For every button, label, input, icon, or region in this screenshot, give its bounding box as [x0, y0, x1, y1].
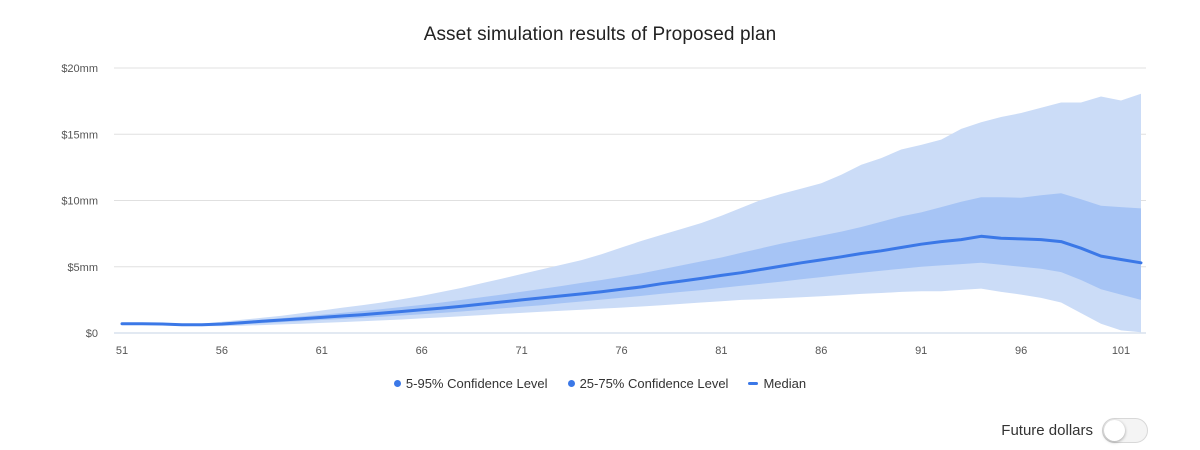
y-tick-label: $10mm — [61, 196, 98, 208]
future-dollars-toggle[interactable] — [1102, 418, 1148, 443]
toggle-knob — [1104, 420, 1125, 441]
x-tick-label: 86 — [815, 345, 827, 357]
y-tick-label: $0 — [86, 328, 98, 340]
x-tick-label: 56 — [216, 345, 228, 357]
x-tick-label: 81 — [715, 345, 727, 357]
y-tick-label: $20mm — [61, 63, 98, 75]
x-tick-label: 71 — [515, 345, 527, 357]
legend-line-icon — [748, 382, 759, 385]
x-tick-label: 91 — [915, 345, 927, 357]
y-tick-label: $5mm — [67, 262, 98, 274]
legend-dot-icon — [393, 380, 401, 387]
x-tick-label: 66 — [416, 345, 428, 357]
legend-item-5-95[interactable]: 5-95% Confidence Level — [393, 376, 548, 391]
future-dollars-label: Future dollars — [1001, 422, 1093, 439]
legend-item-median[interactable]: Median — [748, 376, 806, 391]
legend-label: Median — [763, 376, 807, 391]
x-tick-label: 76 — [615, 345, 627, 357]
band-25-75 — [122, 193, 1141, 326]
median-line — [120, 234, 1143, 327]
legend-dot-icon — [567, 380, 575, 387]
legend-item-25-75[interactable]: 25-75% Confidence Level — [567, 376, 729, 391]
x-tick-label: 96 — [1015, 345, 1027, 357]
legend-label: 5-95% Confidence Level — [405, 376, 548, 391]
x-tick-label: 51 — [116, 345, 128, 357]
chart-legend: 5-95% Confidence Level 25-75% Confidence… — [0, 376, 1200, 391]
legend-label: 25-75% Confidence Level — [579, 376, 729, 391]
band-5-95 — [122, 93, 1141, 333]
chart-title: Asset simulation results of Proposed pla… — [423, 24, 777, 45]
x-tick-label: 61 — [316, 345, 328, 357]
chart-plot: $0 $5mm $10mm $15mm $20mm 51 56 61 66 71 76 81 86 91… — [61, 63, 1146, 357]
y-tick-label: $15mm — [61, 129, 98, 141]
x-tick-label: 101 — [1112, 345, 1130, 357]
y-axis-labels: $0 $5mm $10mm $15mm $20mm — [61, 63, 98, 340]
x-axis-labels: 51 56 61 66 71 76 81 86 91 96 101 — [116, 345, 1130, 357]
future-dollars-control: Future dollars — [1001, 418, 1148, 443]
